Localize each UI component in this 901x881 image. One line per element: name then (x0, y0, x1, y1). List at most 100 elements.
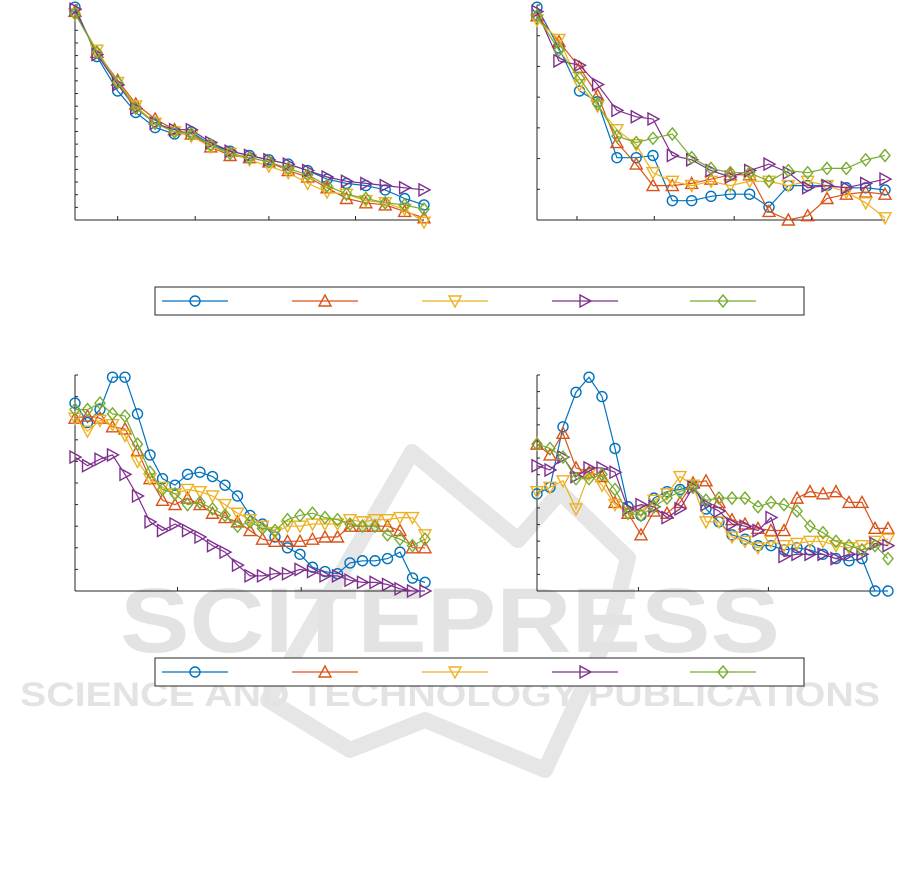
data-point (256, 521, 269, 536)
series-line-2 (67, 408, 433, 554)
data-point (573, 71, 586, 86)
data-point (206, 470, 219, 483)
data-point (778, 497, 790, 512)
data-point (181, 523, 195, 538)
data-point (698, 516, 714, 530)
data-point (611, 151, 623, 164)
data-point (674, 501, 688, 517)
data-point (81, 458, 95, 473)
data-point (344, 557, 356, 569)
data-point (544, 462, 558, 478)
series-line-2 (529, 8, 893, 226)
data-point (684, 175, 699, 190)
data-point (542, 481, 558, 495)
series-line-4 (531, 449, 896, 566)
data-point (830, 534, 842, 549)
data-point (800, 208, 815, 222)
data-point (269, 531, 281, 543)
data-point (406, 572, 419, 584)
series-path (536, 6, 886, 208)
data-point (542, 447, 558, 461)
data-point (685, 150, 698, 165)
series-line-3 (529, 14, 893, 226)
data-point (633, 505, 649, 519)
data-point (255, 531, 270, 545)
data-point (204, 137, 217, 152)
data-point (789, 537, 805, 551)
data-point (155, 492, 170, 506)
data-point (858, 197, 873, 211)
data-point (819, 191, 835, 205)
data-point (581, 464, 597, 478)
series-path (74, 13, 425, 223)
data-point (776, 523, 792, 537)
data-point (801, 165, 814, 180)
series-line-1 (531, 371, 894, 597)
data-point (94, 395, 106, 411)
data-point (231, 557, 245, 573)
data-point (181, 497, 194, 512)
data-point (552, 43, 565, 58)
legend-marker (447, 295, 463, 309)
data-point (419, 583, 433, 599)
data-point (405, 511, 420, 526)
data-point (282, 161, 295, 176)
data-point (231, 519, 244, 534)
data-point (529, 485, 545, 500)
data-point (879, 148, 891, 163)
data-point (737, 535, 753, 549)
data-point (168, 124, 181, 139)
data-point (331, 512, 344, 527)
data-point (879, 171, 893, 187)
legend-entry-3 (422, 666, 488, 680)
data-point (761, 203, 777, 218)
data-point (880, 533, 896, 547)
data-point (340, 174, 354, 189)
data-point (111, 75, 124, 90)
legend-entry-2 (292, 293, 358, 307)
data-point (269, 523, 281, 538)
data-point (726, 516, 740, 532)
data-point (205, 505, 220, 519)
data-point (610, 129, 623, 144)
watermark-logo-text: SCITEPRESS (120, 570, 780, 672)
data-point (119, 467, 133, 482)
data-point (169, 516, 183, 532)
data-point (185, 126, 198, 142)
data-point (269, 566, 283, 581)
legend-entry-1 (162, 666, 228, 678)
series-line-1 (69, 371, 431, 589)
data-point (344, 516, 356, 532)
data-point (142, 472, 158, 487)
data-point (181, 468, 194, 481)
series-line-2 (529, 425, 896, 541)
data-point (301, 163, 316, 178)
legend-marker (579, 293, 593, 309)
data-point (635, 497, 649, 512)
data-point (750, 542, 766, 556)
data-point (763, 174, 775, 189)
legend-entry-1 (162, 295, 228, 307)
data-point (791, 547, 805, 562)
data-point (301, 167, 314, 182)
data-point (131, 488, 145, 504)
data-point (607, 498, 623, 513)
data-point (81, 402, 94, 417)
data-point (169, 486, 181, 501)
series-line-2 (67, 3, 432, 224)
data-point (379, 178, 393, 193)
data-point (630, 151, 642, 164)
data-point (685, 194, 698, 207)
series-path (74, 6, 425, 206)
data-point (330, 529, 345, 543)
data-point (92, 410, 108, 424)
data-point (743, 188, 756, 200)
data-point (765, 510, 779, 525)
series-line-3 (67, 7, 432, 230)
data-point (144, 465, 156, 480)
data-point (381, 577, 395, 592)
data-point (647, 111, 661, 127)
data-point (629, 156, 644, 170)
data-point (684, 179, 699, 194)
data-point (417, 540, 433, 554)
